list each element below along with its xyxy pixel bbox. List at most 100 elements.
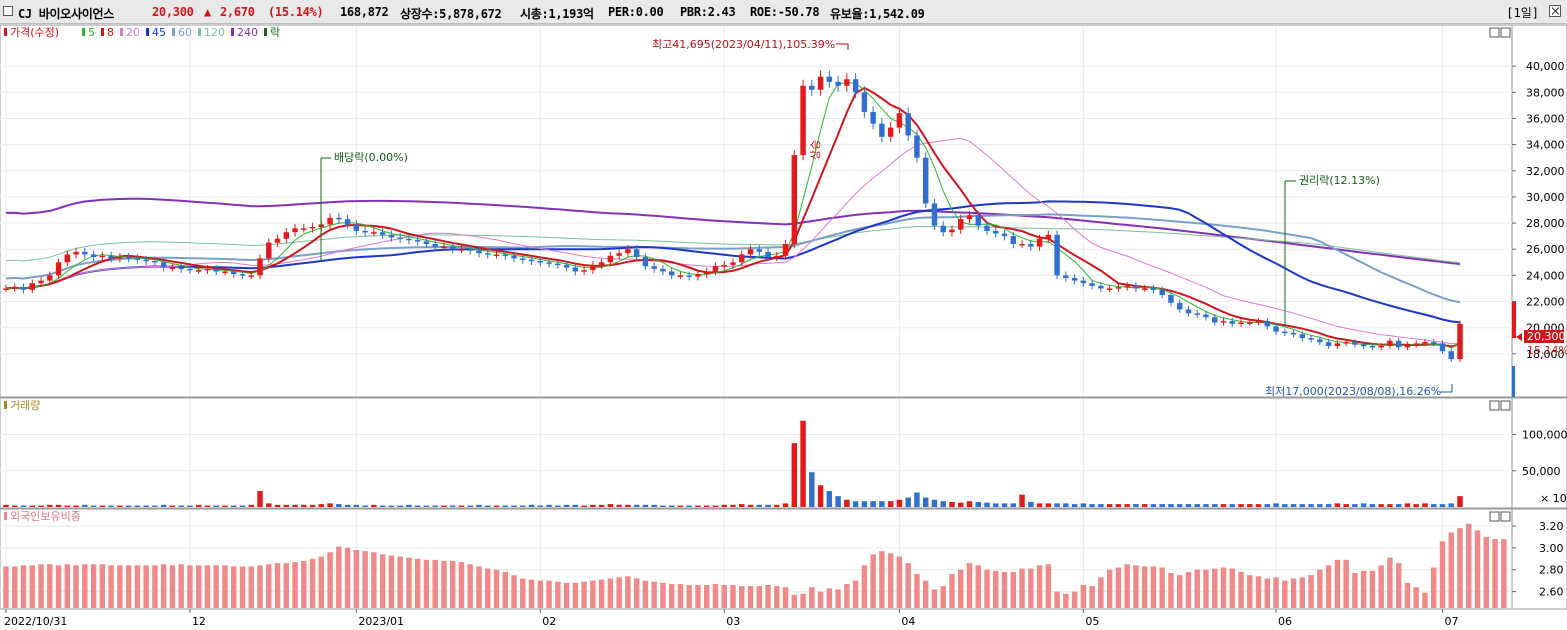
foreign-bar xyxy=(1387,557,1393,608)
volume-bar xyxy=(607,504,614,507)
minimize-icon[interactable] xyxy=(1489,511,1500,522)
foreign-bar xyxy=(1325,565,1332,608)
candle xyxy=(432,244,438,247)
candle xyxy=(1150,288,1157,290)
period-selector[interactable]: [1일] xyxy=(1506,6,1539,20)
foreign-bar xyxy=(327,552,333,608)
foreign-bar xyxy=(1448,532,1454,608)
candle xyxy=(922,157,929,204)
foreign-bar xyxy=(248,566,254,608)
maximize-icon[interactable] xyxy=(1500,511,1511,522)
foreign-bar xyxy=(852,580,859,608)
maximize-icon[interactable] xyxy=(1500,27,1511,38)
minimize-icon[interactable] xyxy=(1489,27,1500,38)
foreign-bar xyxy=(887,553,894,608)
volume-bar xyxy=(1150,504,1157,507)
volume-bar xyxy=(800,420,806,507)
volume-bar xyxy=(222,505,228,507)
minimize-icon[interactable] xyxy=(1489,400,1500,411)
volume-bar xyxy=(1413,504,1419,507)
maximize-icon[interactable] xyxy=(1500,400,1511,411)
listed-shares: 상장수:5,878,672 xyxy=(400,7,502,21)
candle xyxy=(406,238,412,241)
foreign-bar xyxy=(458,562,465,608)
volume-bar xyxy=(309,504,316,507)
candle xyxy=(1080,280,1087,284)
candle xyxy=(879,123,885,137)
candle xyxy=(55,262,62,276)
foreign-bar xyxy=(169,565,176,608)
ma8-line xyxy=(5,86,1461,348)
candle xyxy=(1124,285,1130,288)
volume-bar xyxy=(458,505,465,507)
volume-bar xyxy=(747,504,754,507)
candle xyxy=(633,249,640,258)
candle xyxy=(739,254,745,263)
foreign-bar xyxy=(178,564,184,608)
high-label: 최고41,695(2023/04/11),105.39% xyxy=(652,38,835,51)
price-tag: 20,300 15.14% xyxy=(1512,302,1567,397)
candle xyxy=(1203,314,1209,318)
volume-bar xyxy=(274,504,281,507)
foreign-bar xyxy=(38,564,44,608)
volume-bar xyxy=(423,505,430,507)
candle xyxy=(90,254,97,258)
candle xyxy=(20,287,27,290)
volume-bar xyxy=(1247,504,1253,507)
dividend-label: 배당락(0.00%) xyxy=(334,151,408,164)
foreign-bar xyxy=(782,587,789,608)
foreign-bar xyxy=(432,559,438,608)
y-tick-label: 3.20 xyxy=(1539,520,1564,533)
volume-bar xyxy=(1325,504,1332,507)
volume-bar xyxy=(1264,504,1271,507)
candle xyxy=(984,225,990,231)
foreign-bar xyxy=(704,585,710,608)
volume-bar xyxy=(1141,504,1148,507)
candle xyxy=(1317,339,1323,343)
foreign-bar xyxy=(1168,572,1174,608)
candle xyxy=(1028,244,1034,247)
foreign-bar xyxy=(266,564,272,608)
foreign-bar xyxy=(1080,585,1087,608)
foreign-bar xyxy=(99,564,106,608)
foreign-bar xyxy=(1439,541,1446,608)
volume-bar xyxy=(485,505,491,507)
volume-bar xyxy=(125,505,132,507)
candle xyxy=(607,255,614,263)
candle xyxy=(423,241,430,244)
foreign-bar xyxy=(966,563,973,608)
rights-annotation: 권리락(12.13%) xyxy=(1284,174,1380,327)
foreign-bar xyxy=(572,582,579,608)
pbr-value: PBR:2.43 xyxy=(680,5,736,19)
candle xyxy=(660,268,666,272)
volume-bar xyxy=(1212,504,1218,507)
candle xyxy=(1176,302,1183,310)
volume-bar xyxy=(362,505,368,507)
foreign-bar xyxy=(1395,563,1402,608)
volume-bar xyxy=(581,505,587,507)
volume-bar xyxy=(879,501,885,507)
foreign-bar xyxy=(1159,567,1165,608)
foreign-bar xyxy=(1045,564,1052,608)
foreign-bar xyxy=(598,579,605,608)
candle xyxy=(1247,322,1253,324)
volume-bar xyxy=(99,505,106,507)
volume-value: 168,872 xyxy=(340,5,389,19)
volume-bar xyxy=(905,497,911,507)
close-icon[interactable] xyxy=(1549,5,1561,17)
checkbox[interactable] xyxy=(3,6,13,16)
legend-ma-label: 5 xyxy=(88,26,95,39)
volume-bar xyxy=(940,501,946,507)
volume-bar xyxy=(852,501,859,507)
volume-bar xyxy=(248,504,254,507)
candle xyxy=(1019,244,1025,246)
volume-bar xyxy=(844,499,850,507)
candle xyxy=(668,271,675,276)
foreign-bar xyxy=(879,551,885,608)
candle xyxy=(1404,344,1411,348)
x-tick-label: 12 xyxy=(192,615,206,628)
high-annotation: 최고41,695(2023/04/11),105.39% xyxy=(652,38,849,51)
volume-bar xyxy=(1439,504,1446,507)
candle xyxy=(99,255,106,258)
candle xyxy=(1036,238,1043,247)
